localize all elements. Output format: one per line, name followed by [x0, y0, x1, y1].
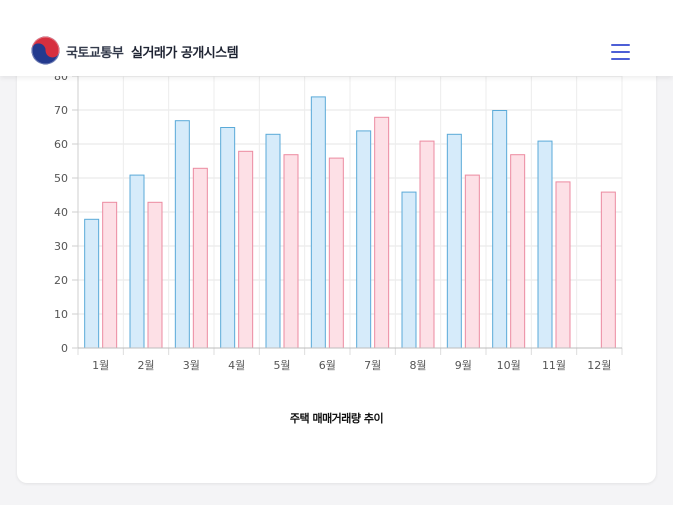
- bar-series1-1[interactable]: [84, 218, 100, 349]
- y-tick-label: 40: [54, 206, 68, 219]
- y-tick-label: 30: [54, 240, 68, 253]
- bars: [84, 96, 616, 349]
- bar-series2-10[interactable]: [510, 154, 526, 349]
- ministry-name[interactable]: 국토교통부: [66, 46, 124, 61]
- bar-series2-7[interactable]: [374, 116, 390, 349]
- x-tick-label: 2월: [137, 359, 154, 372]
- y-tick-label: 10: [54, 308, 68, 321]
- x-tick-label: 1월: [92, 359, 109, 372]
- x-tick-label: 7월: [364, 359, 381, 372]
- bar-series2-2[interactable]: [147, 201, 163, 349]
- x-tick-label: 5월: [273, 359, 290, 372]
- bar-series1-2[interactable]: [129, 174, 145, 349]
- bar-series2-6[interactable]: [328, 157, 344, 349]
- axes: [72, 75, 623, 355]
- menu-line: [611, 44, 630, 46]
- bar-series2-12[interactable]: [600, 191, 616, 349]
- bar-series1-7[interactable]: [356, 130, 372, 349]
- bar-series2-1[interactable]: [102, 201, 118, 349]
- menu-line: [611, 51, 630, 53]
- taegeuk-emblem-icon[interactable]: [31, 36, 60, 65]
- x-tick-label: 9월: [455, 359, 472, 372]
- x-tick-label: 6월: [319, 359, 336, 372]
- y-tick-label: 20: [54, 274, 68, 287]
- bar-series2-4[interactable]: [238, 150, 254, 349]
- x-tick-label: 12월: [587, 359, 611, 372]
- x-tick-label: 11월: [542, 359, 566, 372]
- x-tick-label: 10월: [497, 359, 521, 372]
- bar-series2-3[interactable]: [192, 167, 208, 349]
- y-tick-label: 70: [54, 104, 68, 117]
- bar-series1-10[interactable]: [492, 110, 508, 349]
- bar-series1-3[interactable]: [174, 120, 190, 349]
- x-tick-label: 4월: [228, 359, 245, 372]
- y-tick-label: 60: [54, 138, 68, 151]
- chart-title: 주택 매매거래량 추이: [289, 412, 384, 425]
- x-tick-label: 3월: [183, 359, 200, 372]
- bar-series2-11[interactable]: [555, 181, 571, 349]
- bar-series2-5[interactable]: [283, 154, 299, 349]
- top-header: 국토교통부 실거래가 공개시스템: [0, 0, 673, 76]
- bar-series1-9[interactable]: [446, 133, 462, 349]
- bar-series1-5[interactable]: [265, 133, 281, 349]
- bar-series1-4[interactable]: [220, 127, 236, 349]
- bar-series2-9[interactable]: [464, 174, 480, 349]
- system-name[interactable]: 실거래가 공개시스템: [131, 46, 239, 61]
- y-tick-label: 0: [61, 342, 68, 355]
- bar-series2-8[interactable]: [419, 140, 435, 349]
- bar-series1-6[interactable]: [310, 96, 326, 349]
- hamburger-menu-icon[interactable]: [609, 42, 633, 62]
- x-tick-label: 8월: [409, 359, 426, 372]
- y-tick-label: 50: [54, 172, 68, 185]
- menu-line: [611, 58, 630, 60]
- bar-series1-11[interactable]: [537, 140, 553, 349]
- bar-series1-8[interactable]: [401, 191, 417, 349]
